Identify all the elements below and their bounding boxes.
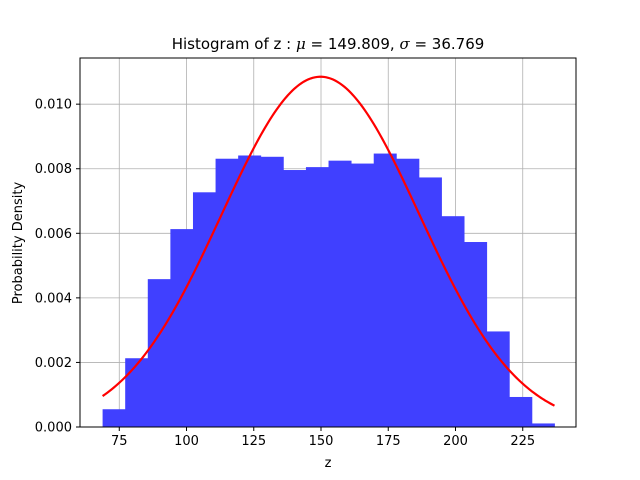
- y-tick-label: 0.000: [35, 421, 72, 436]
- histogram-bar: [192, 192, 216, 427]
- histogram-bar: [260, 156, 284, 427]
- histogram-bar: [509, 396, 533, 427]
- title-mu-value: = 149.809,: [306, 35, 395, 53]
- title-sigma-value: = 36.769: [410, 35, 485, 53]
- y-tick-label: 0.004: [35, 291, 72, 306]
- histogram-bar: [351, 163, 375, 427]
- x-tick-label: 75: [111, 434, 128, 449]
- histogram-bar: [305, 167, 329, 427]
- histogram-bar: [441, 216, 465, 427]
- histogram-bars: [102, 153, 555, 427]
- histogram-bar: [328, 160, 352, 427]
- x-tick-label: 150: [309, 434, 334, 449]
- histogram-bar: [396, 158, 420, 427]
- histogram-bar: [531, 423, 555, 427]
- y-tick-label: 0.010: [35, 98, 72, 113]
- histogram-bar: [215, 158, 239, 427]
- histogram-bar: [102, 409, 126, 427]
- x-tick-label: 175: [376, 434, 401, 449]
- title-sigma-symbol: σ: [399, 35, 410, 53]
- histogram-bar: [486, 331, 510, 427]
- y-axis-ticks: 0.000 0.002 0.004 0.006 0.008 0.010: [35, 98, 80, 436]
- x-tick-label: 100: [174, 434, 199, 449]
- histogram-bar: [170, 229, 194, 427]
- plot-frame: [79, 57, 577, 428]
- histogram-bar: [464, 242, 488, 427]
- x-tick-label: 125: [241, 434, 266, 449]
- y-tick-label: 0.006: [35, 227, 72, 242]
- x-axis-label: z: [325, 456, 332, 471]
- histogram-bar: [238, 155, 262, 427]
- x-axis-ticks: 75 100 125 150 175 200 225: [111, 427, 535, 449]
- y-axis-label: Probability Density: [11, 182, 26, 305]
- histogram-bar: [283, 170, 307, 427]
- title-mu-symbol: μ: [296, 35, 306, 53]
- normal-pdf-curve: [101, 75, 555, 407]
- y-tick-label: 0.002: [35, 356, 72, 371]
- y-tick-label: 0.008: [35, 162, 72, 177]
- histogram-bar: [125, 358, 149, 427]
- histogram-bar: [373, 153, 397, 427]
- chart-title: Histogram of z : μ = 149.809, σ = 36.769: [172, 35, 485, 53]
- x-tick-label: 200: [443, 434, 468, 449]
- x-tick-label: 225: [510, 434, 535, 449]
- histogram-bar: [418, 177, 442, 427]
- histogram-bar: [147, 279, 171, 427]
- title-prefix: Histogram of z :: [172, 35, 292, 53]
